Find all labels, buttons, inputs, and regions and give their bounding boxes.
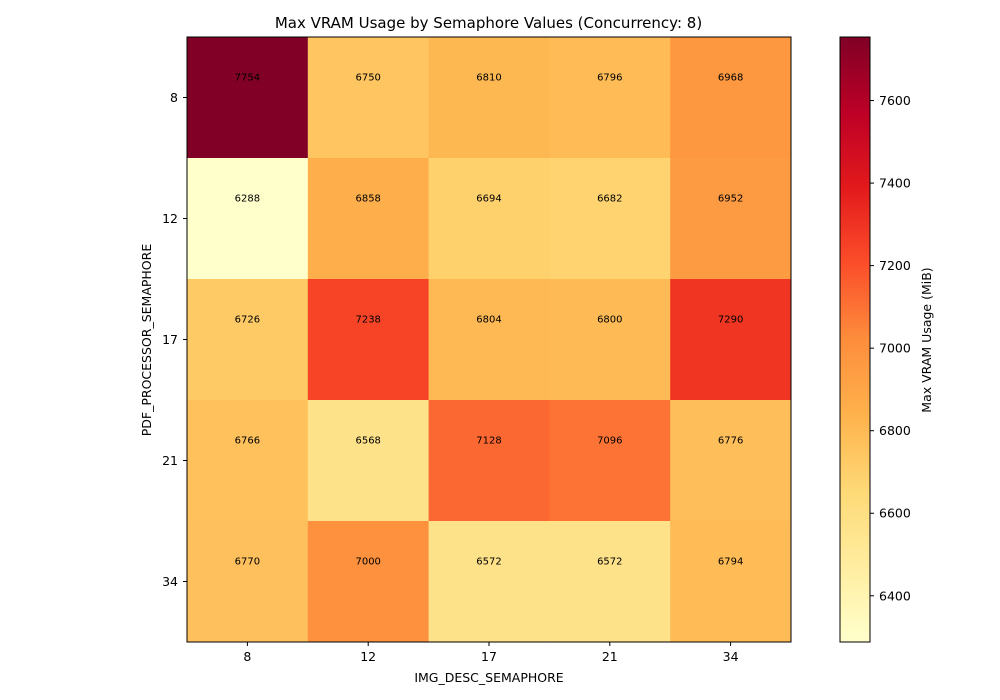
heatmap-cell (670, 400, 792, 522)
colorbar (839, 36, 871, 643)
heatmap-cell (307, 158, 430, 280)
heatmap-cell (549, 279, 671, 401)
colorbar-label: Max VRAM Usage (MiB) (919, 267, 934, 412)
cell-value-label: 6794 (718, 557, 743, 568)
heatmap-cell (670, 37, 792, 159)
cell-value-label: 6766 (235, 436, 260, 447)
colorbar-tick-label: 7600 (879, 93, 911, 108)
colorbar-ticks: 6400 6600 6800 7000 7200 7400 7600 (870, 93, 911, 603)
heatmap-cell (187, 37, 309, 159)
heatmap-cell (307, 521, 430, 643)
x-tick-label: 21 (602, 649, 618, 664)
heatmap-cell (428, 158, 550, 280)
cell-value-label: 6804 (476, 315, 501, 326)
cell-value-label: 6858 (355, 194, 380, 205)
cell-value-label: 7128 (476, 436, 501, 447)
heatmap-cell (549, 400, 671, 522)
cell-value-label: 7000 (355, 557, 380, 568)
cell-value-label: 7290 (718, 315, 743, 326)
colorbar-tick-label: 6400 (879, 588, 911, 603)
colorbar-tick-label: 7000 (879, 341, 911, 356)
chart-title: Max VRAM Usage by Semaphore Values (Conc… (275, 14, 702, 32)
cell-value-label: 7238 (355, 315, 380, 326)
x-axis-ticks: 8 12 17 21 34 (243, 642, 739, 664)
cell-value-label: 6776 (718, 436, 743, 447)
cell-value-label: 6770 (235, 557, 260, 568)
y-tick-label: 8 (170, 90, 178, 105)
heatmap-cell (428, 400, 550, 522)
cell-value-label: 6568 (355, 436, 380, 447)
cell-value-label: 6952 (718, 194, 743, 205)
cell-value-label: 6800 (597, 315, 622, 326)
heatmap-cell (549, 158, 671, 280)
heatmap-cell (428, 279, 550, 401)
y-tick-label: 12 (162, 211, 178, 226)
heatmap-cell (187, 158, 309, 280)
heatmap-cell (549, 37, 671, 159)
y-tick-label: 34 (162, 574, 178, 589)
x-tick-label: 34 (723, 649, 739, 664)
x-tick-label: 8 (243, 649, 251, 664)
colorbar-tick-label: 7200 (879, 258, 911, 273)
heatmap-cells (187, 37, 792, 643)
heatmap-cell (670, 158, 792, 280)
heatmap-cell-labels: 7754 6750 6810 6796 6968 6288 6858 6694 6682 6952… (235, 73, 744, 568)
heatmap-cell (307, 279, 430, 401)
heatmap-cell (549, 521, 671, 643)
y-axis-label: PDF_PROCESSOR_SEMAPHORE (139, 244, 154, 437)
cell-value-label: 6726 (235, 315, 260, 326)
cell-value-label: 6694 (476, 194, 501, 205)
colorbar-tick-label: 6600 (879, 506, 911, 521)
cell-value-label: 6810 (476, 73, 501, 84)
heatmap-cell (307, 400, 430, 522)
x-tick-label: 12 (360, 649, 376, 664)
heatmap-cell (428, 37, 550, 159)
heatmap-cell (187, 279, 309, 401)
cell-value-label: 6796 (597, 73, 622, 84)
x-tick-label: 17 (481, 649, 497, 664)
cell-value-label: 7096 (597, 436, 622, 447)
x-axis-label: IMG_DESC_SEMAPHORE (414, 670, 563, 685)
heatmap-cell (670, 279, 792, 401)
colorbar-tick-label: 6800 (879, 423, 911, 438)
cell-value-label: 6750 (355, 73, 380, 84)
cell-value-label: 6572 (476, 557, 501, 568)
cell-value-label: 6288 (235, 194, 260, 205)
y-axis-ticks: 8 12 17 21 34 (162, 90, 187, 589)
heatmap-cell (428, 521, 550, 643)
cell-value-label: 7754 (235, 73, 260, 84)
heatmap-cell (670, 521, 792, 643)
y-tick-label: 17 (162, 332, 178, 347)
heatmap-cell (187, 521, 309, 643)
cell-value-label: 6968 (718, 73, 743, 84)
y-tick-label: 21 (162, 453, 178, 468)
heatmap-cell (307, 37, 430, 159)
cell-value-label: 6682 (597, 194, 622, 205)
heatmap-cell (187, 400, 309, 522)
colorbar-tick-label: 7400 (879, 176, 911, 191)
cell-value-label: 6572 (597, 557, 622, 568)
